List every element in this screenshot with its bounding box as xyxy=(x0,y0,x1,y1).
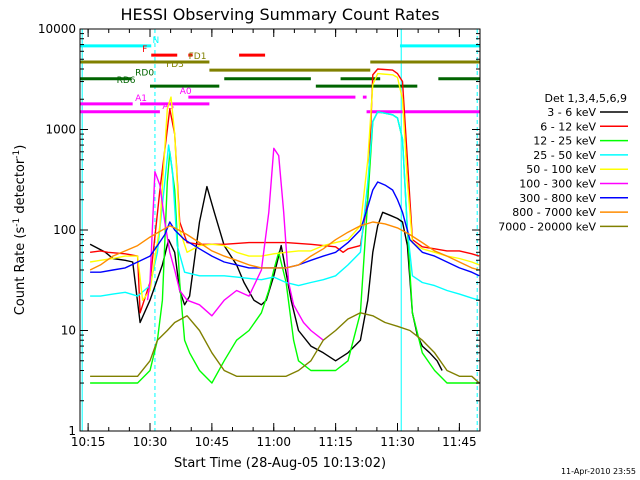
y-axis-label-part: detector xyxy=(13,158,28,218)
x-tick-label: 11:00 xyxy=(256,435,291,449)
y-axis-label-part: -1 xyxy=(12,218,22,227)
data-series xyxy=(89,68,480,384)
flag-label-f: F xyxy=(142,45,147,55)
series-line-9 xyxy=(90,312,480,384)
series-line-6 xyxy=(146,147,324,341)
flag-label-a1: A1 xyxy=(135,94,147,104)
series-line-8 xyxy=(89,221,480,271)
legend-entry-label: 6 - 12 keV xyxy=(540,120,596,133)
flag-label-fd3: FD3 xyxy=(166,60,184,70)
legend-entry-label: 12 - 25 keV xyxy=(533,135,596,148)
legend-entry-label: 7000 - 20000 keV xyxy=(498,220,596,233)
x-tick-label: 10:15 xyxy=(71,435,106,449)
axes xyxy=(79,28,481,432)
x-tick-label: 11:30 xyxy=(380,435,415,449)
plot-frame xyxy=(79,28,481,432)
series-line-4 xyxy=(90,111,480,301)
flag-label-fd1: FD1 xyxy=(189,52,207,62)
y-tick-label: 1000 xyxy=(45,123,76,137)
y-axis-label-part: ) xyxy=(13,145,28,150)
legend-entry-label: 300 - 800 keV xyxy=(519,192,596,205)
legend-entry-label: 3 - 6 keV xyxy=(547,106,596,119)
x-tick-label: 10:45 xyxy=(195,435,230,449)
x-tick-label: 11:15 xyxy=(318,435,353,449)
y-axis-label-part: -1 xyxy=(12,150,22,159)
y-axis-label-part: Count Rate (s xyxy=(13,227,28,316)
footer-date: 11-Apr-2010 23:55 xyxy=(561,467,636,476)
flag-label-rd6: RD6 xyxy=(117,76,136,86)
legend-title: Det 1,3,4,5,6,9 xyxy=(544,92,627,105)
y-tick-label: 1 xyxy=(68,424,76,438)
axis-ticks: 10:15 10:30 10:45 11:00 11:15 11:30 11:45 1 10 10… xyxy=(38,22,480,449)
series-line-2 xyxy=(90,68,480,314)
x-tick-label: 11:45 xyxy=(442,435,477,449)
legend-entry-label: 25 - 50 keV xyxy=(533,149,596,162)
flag-label-n: N xyxy=(152,36,159,46)
flag-label-rd0: RD0 xyxy=(135,69,154,79)
y-axis-label: Count Rate (s-1 detector-1) xyxy=(12,145,28,316)
legend-entry-label: 100 - 300 keV xyxy=(519,178,596,191)
chart-title: HESSI Observing Summary Count Rates xyxy=(120,5,439,24)
x-tick-label: 10:30 xyxy=(133,435,168,449)
legend-entry-label: 50 - 100 keV xyxy=(526,163,596,176)
y-tick-label: 100 xyxy=(53,223,76,237)
flag-label-a0: A0 xyxy=(180,87,192,97)
x-axis-label: Start Time (28-Aug-05 10:13:02) xyxy=(174,456,386,471)
y-tick-label: 10000 xyxy=(38,22,76,36)
y-tick-label: 10 xyxy=(61,324,76,338)
legend-entry-label: 800 - 7000 keV xyxy=(512,206,596,219)
